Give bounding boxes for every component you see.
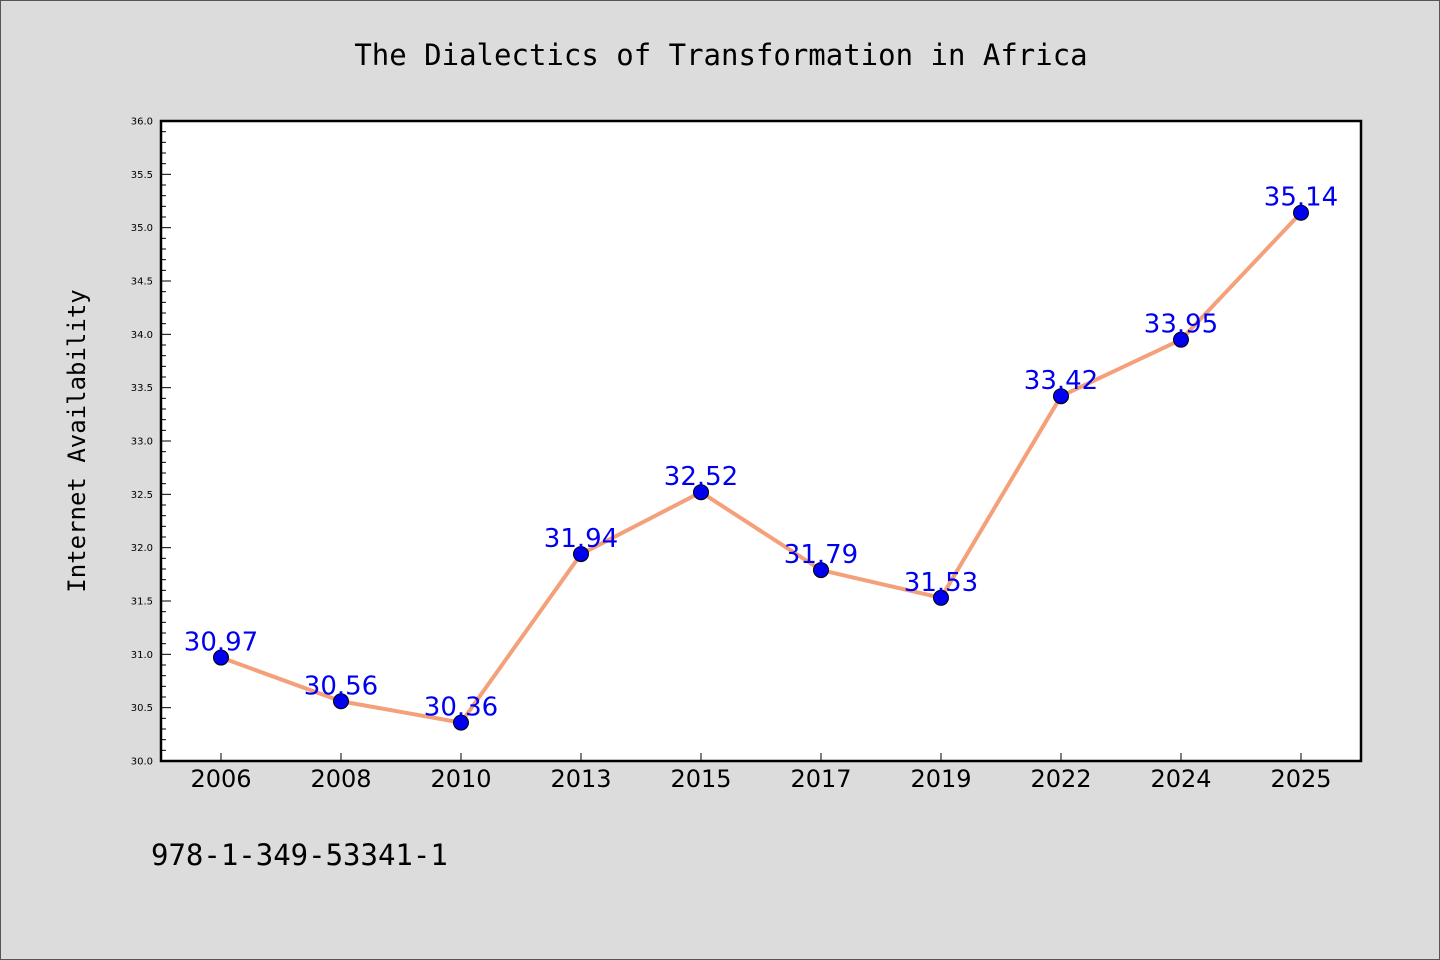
- data-label: 33.95: [1144, 310, 1218, 340]
- data-point: [1293, 204, 1309, 221]
- y-tick-label: 30.5: [131, 703, 153, 714]
- y-tick-label: 34.0: [131, 330, 153, 341]
- data-point: [213, 649, 229, 666]
- x-tick-label: 2013: [550, 765, 611, 793]
- x-tick-label: 2025: [1270, 765, 1331, 793]
- data-label: 32.52: [664, 462, 738, 492]
- data-point: [693, 484, 709, 501]
- y-axis-ticks: 30.0 30.5 31.0 31.5 32.0 32.5 33.0 33.5 34.0 34.5…: [131, 117, 171, 768]
- x-axis-ticks: 2006 2008 2010 2013 2015 2017 2019 2022 2024 2025: [190, 753, 1332, 793]
- x-tick-label: 2024: [1150, 765, 1211, 793]
- y-tick-label: 35.5: [131, 170, 153, 181]
- y-tick-label: 31.0: [131, 650, 153, 661]
- x-tick-label: 2006: [190, 765, 251, 793]
- data-point: [453, 714, 469, 731]
- series-line: [219, 210, 1303, 725]
- data-label: 35.14: [1264, 183, 1338, 213]
- chart-title: The Dialectics of Transformation in Afri…: [354, 38, 1087, 72]
- data-point: [933, 589, 949, 606]
- footer-isbn: 978-1-349-53341-1: [151, 838, 448, 872]
- y-tick-label: 30.0: [131, 757, 153, 768]
- data-label: 30.97: [184, 628, 258, 658]
- data-point: [573, 546, 589, 563]
- y-tick-label: 32.5: [131, 490, 153, 501]
- x-tick-label: 2019: [910, 765, 971, 793]
- x-tick-label: 2017: [790, 765, 851, 793]
- x-tick-label: 2010: [430, 765, 491, 793]
- y-tick-label: 32.0: [131, 543, 153, 554]
- data-label: 31.53: [904, 568, 978, 598]
- y-tick-label: 36.0: [131, 117, 153, 128]
- data-point: [333, 693, 349, 710]
- x-tick-label: 2022: [1030, 765, 1091, 793]
- y-tick-label: 34.5: [131, 277, 153, 288]
- y-tick-label: 35.0: [131, 223, 153, 234]
- data-label: 31.94: [544, 524, 618, 554]
- data-point: [1173, 331, 1189, 348]
- y-tick-label: 33.0: [131, 437, 153, 448]
- data-point: [1053, 388, 1069, 405]
- plot-area: [159, 119, 1363, 763]
- data-point: [813, 562, 829, 579]
- y-tick-label: 31.5: [131, 597, 153, 608]
- data-label: 30.36: [424, 693, 498, 723]
- data-label: 33.42: [1024, 366, 1098, 396]
- data-label: 31.79: [784, 540, 858, 570]
- data-label: 30.56: [304, 671, 378, 701]
- x-tick-label: 2008: [310, 765, 371, 793]
- data-series: 30.97 30.56 30.36 31.94 32.52 31.79 31.53 33.42…: [184, 183, 1338, 731]
- x-tick-label: 2015: [670, 765, 731, 793]
- y-tick-label: 33.5: [131, 383, 153, 394]
- y-axis-label: Internet Availability: [63, 289, 91, 592]
